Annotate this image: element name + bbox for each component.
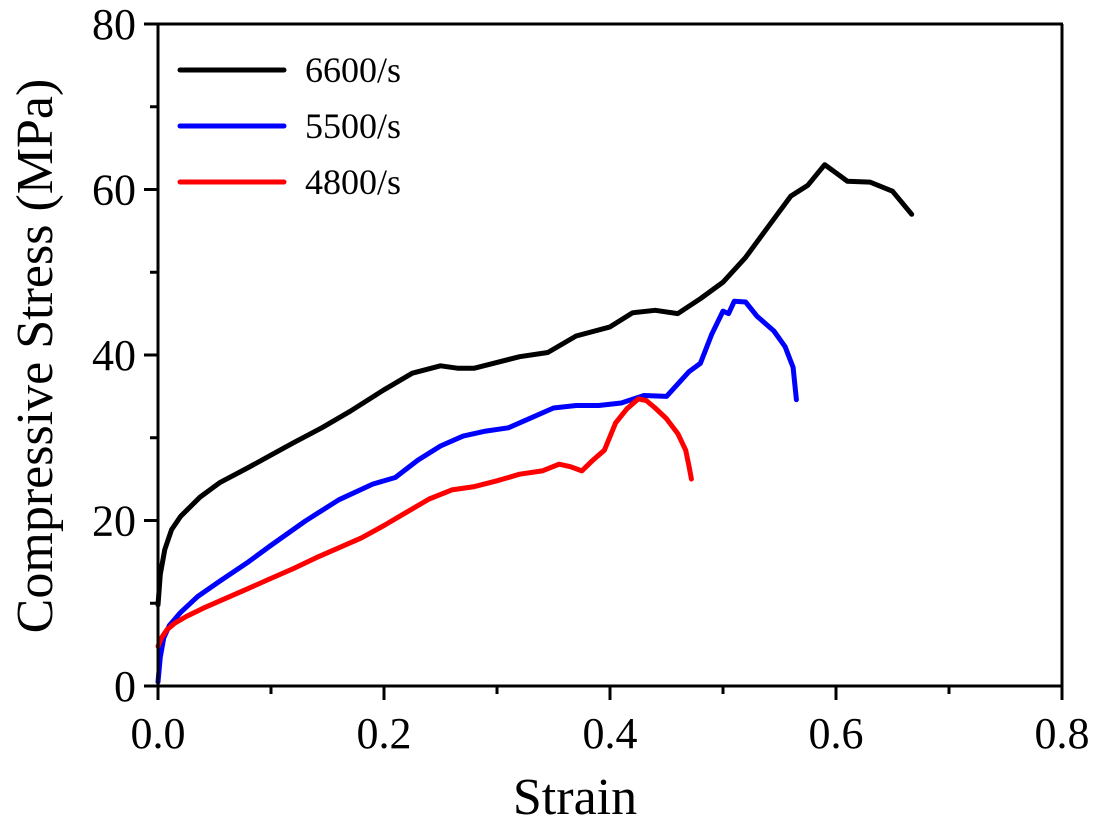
x-tick-label: 0.6 (809, 709, 864, 758)
y-tick-label: 60 (92, 166, 136, 215)
y-tick-label: 20 (92, 497, 136, 546)
legend-label: 6600/s (305, 50, 401, 90)
x-tick-label: 0.8 (1035, 709, 1090, 758)
y-tick-label: 40 (92, 331, 136, 380)
legend-label: 4800/s (305, 162, 401, 202)
series-layer (155, 162, 915, 685)
series-line-6600-per-s (155, 162, 915, 608)
axes-layer (156, 22, 1064, 688)
x-tick-label: 0.4 (583, 709, 638, 758)
x-tick-label: 0.2 (357, 709, 412, 758)
y-tick-label: 0 (114, 662, 136, 711)
legend: 6600/s 5500/s 4800/s (177, 50, 401, 202)
legend-label: 5500/s (305, 106, 401, 146)
y-tick-label: 80 (92, 0, 136, 49)
y-axis-title: Compressive Stress (MPa) (7, 79, 64, 634)
x-tick-label: 0.0 (131, 709, 186, 758)
x-axis-title: Strain (513, 769, 637, 818)
ticks-layer: 0.0 0.2 0.4 0.6 0.8 0 20 40 60 80 (92, 0, 1090, 758)
series-line-5500-per-s (155, 298, 799, 685)
series-line-4800-per-s (155, 396, 694, 649)
